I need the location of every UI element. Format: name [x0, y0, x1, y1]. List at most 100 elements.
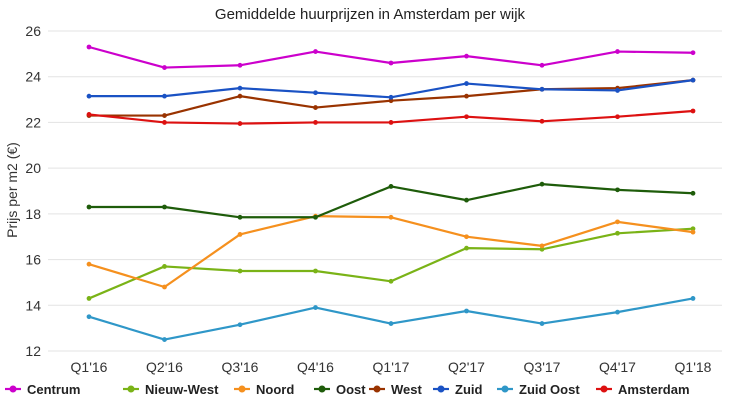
legend-label: Amsterdam — [618, 382, 690, 397]
y-axis-label: Prijs per m2 (€) — [4, 142, 20, 238]
data-point — [162, 264, 167, 269]
legend-item-zuid[interactable]: Zuid — [433, 382, 482, 397]
y-tick-label: 22 — [25, 114, 41, 130]
x-tick-label: Q1'17 — [373, 359, 410, 375]
data-point — [539, 118, 545, 124]
x-tick-label: Q1'18 — [675, 359, 712, 375]
y-tick-label: 18 — [25, 206, 41, 222]
data-point — [86, 204, 92, 210]
series-oost — [86, 181, 696, 220]
series-line — [88, 297, 694, 341]
legend-marker — [127, 385, 135, 393]
series-nieuw-west — [86, 226, 696, 301]
data-point — [464, 308, 469, 314]
y-tick-label: 16 — [25, 252, 41, 268]
data-point — [464, 114, 469, 120]
data-point — [690, 77, 696, 83]
legend-item-amsterdam[interactable]: Amsterdam — [596, 382, 690, 397]
series-amsterdam — [86, 108, 696, 126]
data-point — [464, 53, 469, 59]
data-point — [237, 85, 243, 91]
legend-item-centrum[interactable]: Centrum — [5, 382, 80, 397]
data-point — [388, 214, 394, 220]
x-tick-label: Q4'16 — [297, 359, 334, 375]
data-point — [313, 214, 318, 220]
data-point — [615, 230, 620, 236]
data-point — [464, 81, 469, 86]
x-tick-label: Q4'17 — [599, 359, 636, 375]
data-point — [539, 181, 545, 187]
data-point — [313, 49, 318, 54]
y-tick-label: 12 — [25, 343, 41, 359]
legend-marker — [437, 385, 445, 393]
data-point — [615, 219, 620, 225]
series-lines — [86, 44, 696, 342]
data-point — [86, 112, 92, 117]
data-point — [539, 62, 545, 68]
data-point — [237, 93, 243, 99]
data-point — [237, 214, 243, 220]
data-point — [690, 296, 696, 301]
chart-title: Gemiddelde huurprijzen in Amsterdam per … — [215, 6, 526, 23]
data-point — [615, 49, 620, 54]
legend-label: Oost — [336, 382, 366, 397]
data-point — [615, 88, 620, 93]
series-line — [89, 183, 694, 219]
data-point — [86, 44, 92, 50]
data-point — [162, 93, 167, 99]
data-point — [388, 94, 394, 100]
x-tick-label: Q2'16 — [146, 359, 183, 375]
series-line — [88, 227, 694, 300]
series-zuid — [86, 77, 696, 100]
data-point — [313, 305, 318, 310]
legend-item-noord[interactable]: Noord — [234, 382, 294, 397]
x-tick-label: Q2'17 — [448, 359, 485, 375]
data-point — [86, 296, 92, 301]
data-point — [388, 184, 394, 189]
data-point — [388, 60, 394, 66]
data-point — [615, 309, 620, 315]
data-point — [237, 322, 243, 328]
data-point — [690, 226, 696, 232]
data-point — [539, 321, 545, 326]
data-point — [690, 229, 696, 235]
legend-marker — [318, 385, 326, 393]
legend-marker — [238, 385, 246, 393]
data-point — [539, 243, 545, 249]
data-point — [86, 93, 92, 99]
legend-item-zuid-oost[interactable]: Zuid Oost — [497, 382, 580, 397]
legend-marker — [9, 385, 17, 393]
data-point — [464, 197, 469, 203]
legend-item-oost[interactable]: Oost — [314, 382, 366, 397]
y-tick-label: 24 — [25, 69, 41, 85]
series-line — [88, 215, 694, 289]
data-point — [464, 93, 469, 99]
data-point — [86, 314, 92, 320]
data-point — [237, 62, 243, 68]
data-point — [162, 120, 167, 125]
series-noord — [86, 213, 696, 290]
data-point — [388, 120, 394, 125]
y-axis-ticks: 12 14 16 18 20 22 24 26 — [25, 23, 41, 359]
data-point — [690, 50, 696, 56]
legend-label: Centrum — [27, 382, 80, 397]
data-point — [313, 105, 318, 110]
legend-marker — [600, 385, 608, 393]
data-point — [162, 204, 167, 210]
data-point — [313, 120, 318, 125]
x-tick-label: Q1'16 — [71, 359, 108, 375]
data-point — [539, 86, 545, 92]
legend-marker — [501, 385, 509, 393]
legend: Centrum Nieuw-West Noord Oost West Zuid Zuid O… — [5, 382, 690, 397]
legend-item-west[interactable]: West — [369, 382, 422, 397]
data-point — [237, 232, 243, 237]
data-point — [690, 108, 696, 114]
data-point — [388, 98, 394, 104]
data-point — [615, 114, 620, 120]
data-point — [162, 65, 167, 70]
x-axis-ticks: Q1'16 Q2'16 Q3'16 Q4'16 Q1'17 Q2'17 Q3'17 Q4'17… — [71, 359, 712, 375]
data-point — [464, 234, 469, 240]
legend-label: Noord — [256, 382, 294, 397]
data-point — [162, 284, 167, 290]
legend-item-nieuw-west[interactable]: Nieuw-West — [123, 382, 219, 397]
